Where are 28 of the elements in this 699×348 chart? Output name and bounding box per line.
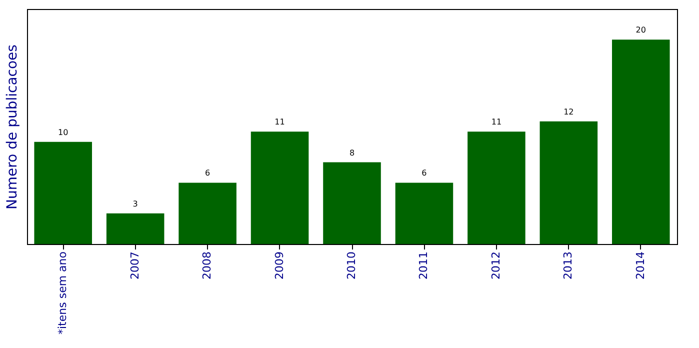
x-tick-label: 2009 <box>272 252 286 280</box>
x-tick-label: 2011 <box>417 252 430 280</box>
bar <box>250 132 309 244</box>
data-label: 6 <box>422 168 427 178</box>
x-tick-label: 2010 <box>345 252 358 280</box>
data-label: 11 <box>274 118 285 127</box>
x-tick-label: 2013 <box>562 252 575 280</box>
x-tick-label: 2008 <box>200 252 214 280</box>
data-label: 20 <box>636 26 646 35</box>
bar <box>395 182 454 244</box>
data-label: 10 <box>58 128 68 137</box>
x-tick-label: 2014 <box>634 252 647 280</box>
bar <box>34 142 92 244</box>
data-label: 11 <box>491 118 502 127</box>
data-label: 3 <box>132 199 138 208</box>
x-tick-label: 2007 <box>128 252 142 280</box>
bar <box>323 162 381 244</box>
data-label: 6 <box>205 168 210 178</box>
data-label: 8 <box>349 148 355 158</box>
data-label: 12 <box>564 107 574 116</box>
bar <box>612 40 670 244</box>
y-axis-title: Numero de publicacoes <box>4 44 20 210</box>
bar <box>540 121 598 244</box>
x-tick-label: 2012 <box>489 252 502 280</box>
x-tick-label: *itens sem ano <box>56 251 70 334</box>
bar <box>106 213 164 244</box>
bar <box>178 182 236 244</box>
bar <box>468 132 526 244</box>
